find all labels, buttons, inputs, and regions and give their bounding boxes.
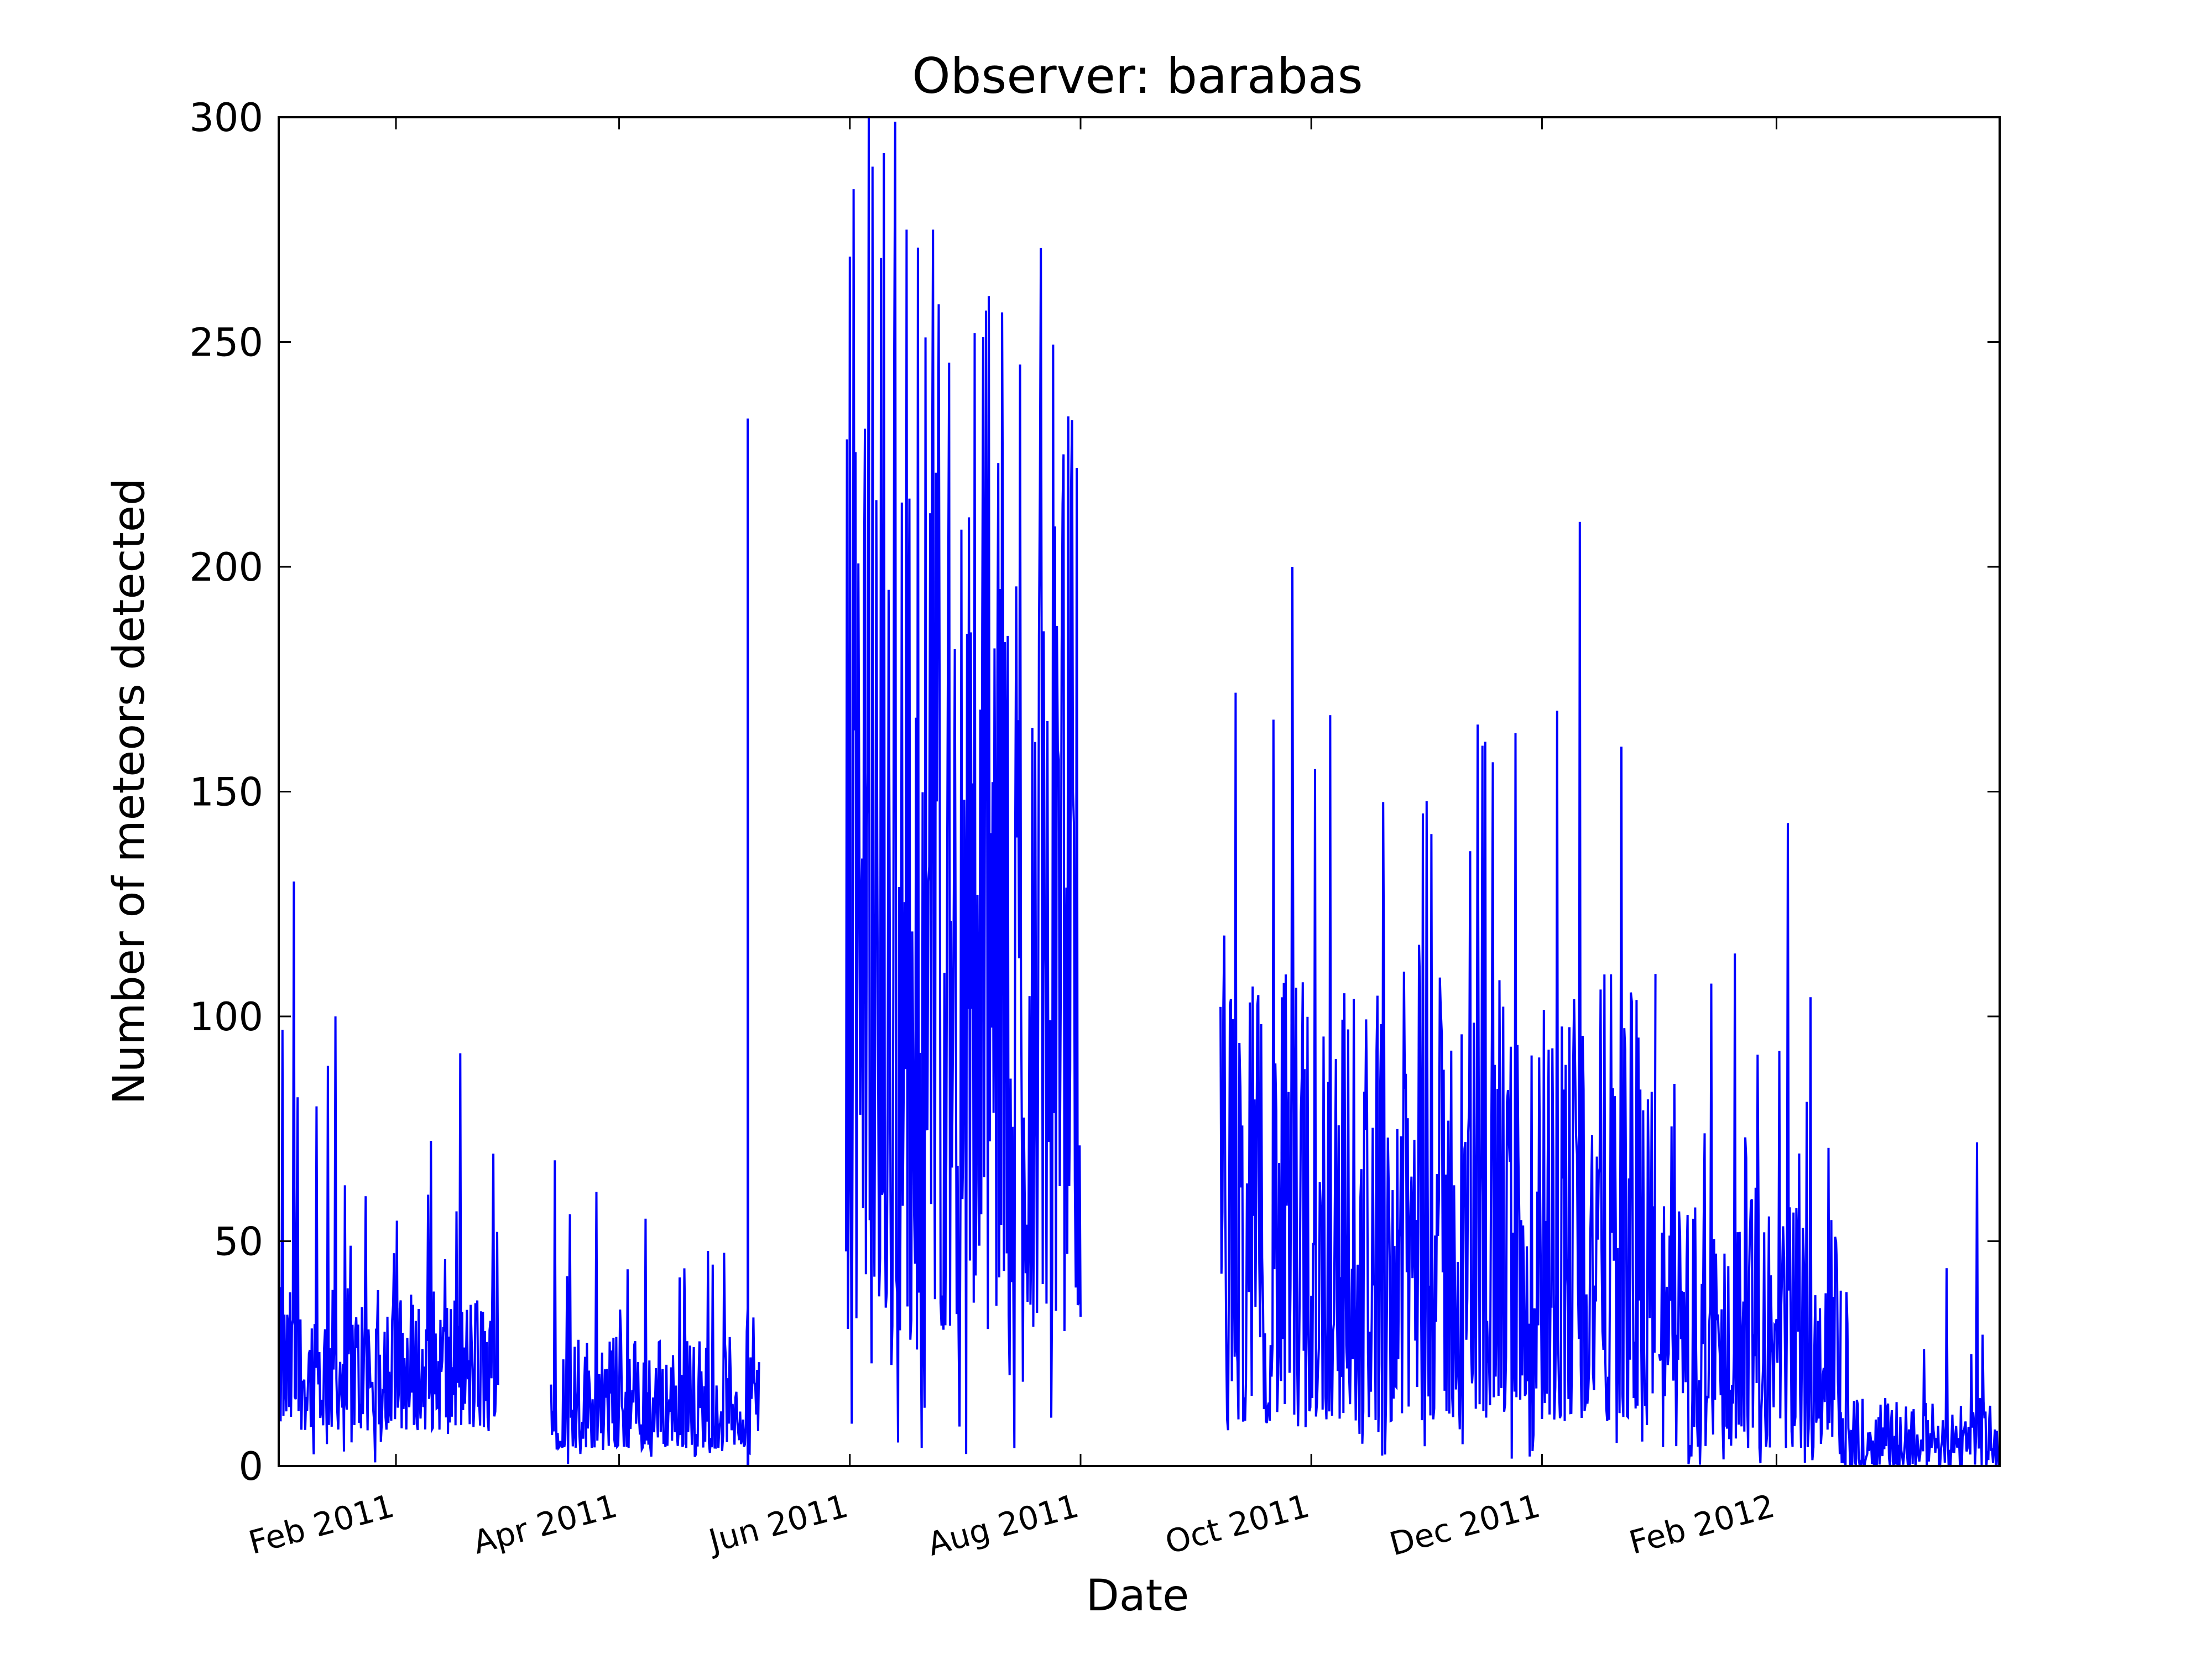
y-tick-label-1: 50 [214, 1219, 263, 1265]
y-tick-label-5: 250 [189, 320, 263, 366]
series-line-segment-4 [1219, 521, 1657, 1459]
y-tick-label-4: 200 [189, 545, 263, 590]
y-axis-label: Number of meteors detected [105, 478, 154, 1105]
series-line-segment-6 [1839, 1142, 2001, 1468]
series-line-segment-1 [550, 1160, 760, 1464]
series-line-segment-3 [844, 117, 1082, 1454]
plot-frame [278, 116, 2001, 1467]
plot-area [279, 117, 2000, 1466]
y-tick-label-0: 0 [238, 1444, 263, 1489]
y-tick-label-3: 150 [189, 770, 263, 815]
x-axis-label: Date [1086, 1571, 1189, 1621]
chart-title: Observer: barabas [912, 48, 1363, 105]
y-tick-label-2: 100 [189, 994, 263, 1040]
series-line-segment-5 [1658, 823, 1842, 1465]
series-line-segment-0 [278, 881, 499, 1463]
y-tick-label-6: 300 [189, 95, 263, 140]
